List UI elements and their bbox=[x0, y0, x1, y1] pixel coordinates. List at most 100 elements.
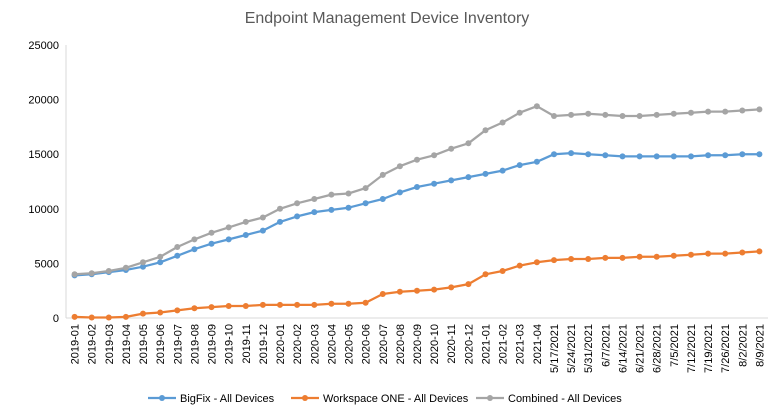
x-tick-label: 6/7/2021 bbox=[600, 324, 612, 367]
x-tick-label: 5/31/2021 bbox=[583, 324, 595, 373]
series-layer bbox=[71, 103, 763, 321]
data-point bbox=[396, 163, 403, 170]
data-point bbox=[516, 162, 523, 169]
data-point bbox=[208, 229, 215, 236]
data-point bbox=[414, 184, 420, 190]
data-point bbox=[105, 268, 112, 274]
data-point bbox=[619, 254, 626, 261]
data-point bbox=[294, 200, 301, 207]
data-point bbox=[88, 270, 95, 277]
x-tick-label: 5/24/2021 bbox=[566, 324, 578, 373]
x-tick-label: 2020-12 bbox=[463, 324, 475, 364]
data-point bbox=[499, 119, 506, 126]
data-point bbox=[739, 107, 746, 114]
data-point bbox=[191, 236, 198, 243]
data-point bbox=[140, 259, 146, 266]
x-axis: 2019-01 2019-02 2019-03 2019-04 2019-05 2019-… bbox=[66, 317, 768, 373]
data-point bbox=[551, 113, 557, 119]
data-point bbox=[756, 106, 763, 113]
data-point bbox=[362, 185, 369, 192]
data-point bbox=[431, 152, 438, 159]
y-tick-label: 15000 bbox=[28, 149, 59, 161]
y-tick-label: 5000 bbox=[35, 258, 59, 270]
data-point bbox=[653, 253, 660, 260]
x-tick-label: 2020-05 bbox=[344, 324, 356, 364]
x-tick-label: 2019-07 bbox=[172, 324, 184, 364]
data-point bbox=[465, 281, 472, 288]
data-point bbox=[602, 152, 609, 159]
legend-item: Combined - All Devices bbox=[476, 393, 622, 405]
x-tick-label: 2021-04 bbox=[532, 324, 544, 364]
data-point bbox=[345, 190, 352, 197]
x-tick-label: 2019-01 bbox=[70, 324, 82, 364]
data-point bbox=[551, 151, 557, 158]
x-tick-label: 2019-08 bbox=[189, 324, 201, 364]
legend-dot-marker bbox=[302, 395, 308, 401]
legend-label: Combined - All Devices bbox=[508, 393, 622, 405]
data-point bbox=[242, 303, 249, 309]
data-point bbox=[140, 263, 146, 270]
data-point bbox=[448, 177, 455, 184]
x-tick-label: 2019-06 bbox=[155, 324, 167, 364]
data-point bbox=[533, 158, 540, 165]
legend-item: BigFix - All Devices bbox=[148, 393, 275, 405]
data-point bbox=[362, 200, 369, 207]
x-tick-label: 2019-03 bbox=[104, 324, 116, 364]
data-point bbox=[619, 153, 626, 160]
data-point bbox=[636, 253, 643, 260]
legend-label: Workspace ONE - All Devices bbox=[323, 393, 469, 405]
data-point bbox=[670, 110, 677, 117]
data-point bbox=[379, 291, 386, 297]
series-2 bbox=[71, 103, 763, 278]
data-point bbox=[379, 196, 386, 202]
data-point bbox=[71, 313, 78, 320]
x-tick-label: 2021-02 bbox=[498, 324, 510, 364]
data-point bbox=[688, 109, 694, 116]
x-tick-label: 8/2/2021 bbox=[737, 324, 749, 367]
data-point bbox=[379, 171, 386, 178]
data-point bbox=[277, 218, 283, 225]
data-point bbox=[431, 180, 438, 187]
legend-item: Workspace ONE - All Devices bbox=[291, 393, 469, 405]
legend-dot-marker bbox=[487, 395, 493, 401]
x-tick-label: 7/12/2021 bbox=[686, 324, 698, 373]
data-point bbox=[653, 153, 660, 160]
x-tick-label: 2020-11 bbox=[446, 324, 458, 364]
x-tick-label: 2020-03 bbox=[309, 324, 321, 364]
data-point bbox=[328, 191, 335, 198]
data-point bbox=[551, 257, 557, 264]
x-tick-label: 5/17/2021 bbox=[549, 324, 561, 373]
data-point bbox=[414, 287, 420, 294]
data-point bbox=[311, 209, 318, 216]
data-point bbox=[465, 174, 472, 181]
data-point bbox=[619, 113, 626, 119]
data-point bbox=[157, 309, 164, 316]
data-point bbox=[688, 251, 694, 258]
x-tick-label: 2020-01 bbox=[275, 324, 287, 364]
x-tick-label: 2021-03 bbox=[515, 324, 527, 364]
data-point bbox=[225, 303, 232, 309]
data-point bbox=[294, 213, 301, 220]
data-point bbox=[585, 256, 592, 262]
data-point bbox=[568, 111, 575, 118]
data-point bbox=[722, 250, 729, 257]
data-point bbox=[636, 113, 643, 119]
data-point bbox=[157, 259, 164, 266]
data-point bbox=[174, 244, 181, 250]
data-point bbox=[448, 284, 455, 291]
data-point bbox=[414, 156, 420, 163]
data-point bbox=[362, 299, 369, 306]
data-point bbox=[448, 145, 455, 152]
y-tick-label: 0 bbox=[53, 313, 59, 325]
x-tick-label: 7/26/2021 bbox=[720, 324, 732, 373]
x-tick-label: 2019-10 bbox=[224, 324, 236, 364]
data-point bbox=[157, 253, 164, 260]
data-point bbox=[722, 108, 729, 115]
data-point bbox=[602, 254, 609, 261]
y-axis: 0 5000 10000 15000 20000 25000 bbox=[28, 40, 67, 325]
data-point bbox=[122, 313, 129, 320]
data-point bbox=[277, 205, 283, 212]
x-tick-label: 2020-07 bbox=[378, 324, 390, 364]
data-point bbox=[602, 111, 609, 118]
data-point bbox=[670, 153, 677, 160]
